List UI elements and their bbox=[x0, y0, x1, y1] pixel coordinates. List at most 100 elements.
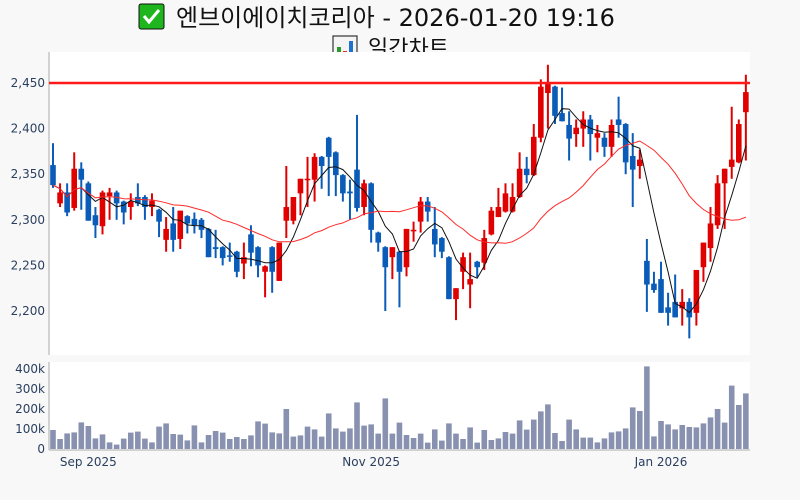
candle-body bbox=[276, 242, 283, 281]
volume-bar bbox=[629, 407, 636, 449]
candle-body bbox=[538, 86, 544, 138]
candle-down bbox=[552, 85, 558, 125]
candle-body bbox=[85, 183, 92, 221]
candle-down bbox=[142, 195, 148, 220]
volume-bar bbox=[672, 429, 678, 449]
candle-body bbox=[304, 178, 311, 181]
candle-up bbox=[389, 247, 396, 280]
date-tick-label: Sep 2025 bbox=[60, 455, 117, 469]
volume-bar bbox=[71, 432, 78, 449]
candle-down bbox=[523, 156, 530, 184]
candle-body bbox=[57, 192, 63, 204]
volume-bar bbox=[262, 423, 268, 449]
volume-bar bbox=[658, 421, 664, 449]
candle-body bbox=[488, 210, 495, 235]
volume-bar bbox=[163, 423, 169, 449]
candle-body bbox=[460, 257, 466, 272]
price-tick-label: 2,350 bbox=[11, 167, 45, 181]
volume-bar bbox=[50, 430, 56, 449]
candle-body bbox=[219, 247, 226, 259]
volume-bar bbox=[241, 439, 247, 449]
volume-bar bbox=[714, 409, 721, 449]
candle-up bbox=[693, 269, 700, 326]
candle-up bbox=[410, 221, 417, 242]
volume-bar bbox=[559, 441, 565, 449]
volume-bar bbox=[721, 422, 728, 449]
candle-down bbox=[92, 207, 99, 239]
candle-body bbox=[431, 228, 438, 245]
volume-bar bbox=[545, 404, 551, 449]
candle-body bbox=[707, 223, 714, 249]
candle-body bbox=[665, 307, 671, 313]
volume-bar bbox=[651, 436, 657, 449]
volume-bar bbox=[439, 440, 445, 449]
candle-body bbox=[686, 301, 693, 318]
candle-up bbox=[728, 106, 735, 179]
candle-body bbox=[601, 137, 608, 147]
candle-up bbox=[311, 153, 318, 202]
candle-body bbox=[637, 159, 643, 166]
volume-bar bbox=[410, 438, 417, 449]
candle-body bbox=[382, 247, 389, 268]
candle-down bbox=[226, 242, 233, 262]
volume-bar bbox=[700, 423, 707, 449]
candle-down bbox=[234, 250, 240, 278]
volume-bar bbox=[318, 436, 325, 449]
date-axis-ticks: Sep 2025 Nov 2025 Jan 2026 bbox=[60, 455, 688, 469]
candle-up bbox=[502, 183, 509, 213]
volume-bar bbox=[530, 419, 537, 449]
candle-up bbox=[481, 229, 488, 270]
volume-bar bbox=[637, 411, 643, 449]
candle-up bbox=[276, 242, 283, 281]
candle-up bbox=[735, 119, 742, 164]
candle-body bbox=[325, 137, 332, 157]
candle-body bbox=[333, 152, 339, 176]
candle-up bbox=[283, 165, 290, 239]
volume-bar bbox=[481, 430, 488, 449]
volume-bar bbox=[601, 438, 608, 449]
price-tick-label: 2,450 bbox=[11, 76, 45, 90]
volume-bar bbox=[474, 442, 480, 449]
candle-body bbox=[92, 215, 99, 226]
candle-down bbox=[446, 256, 452, 300]
candle-down bbox=[665, 292, 671, 326]
volume-bar bbox=[396, 422, 403, 449]
candle-body bbox=[269, 247, 275, 272]
volume-bar bbox=[538, 411, 544, 449]
volume-bar bbox=[707, 417, 714, 449]
candle-down bbox=[212, 229, 219, 259]
volume-bar bbox=[234, 437, 240, 449]
volume-tick-label: 0 bbox=[37, 442, 45, 456]
title-text: 엔브이에이치코리아 - 2026-01-20 19:16 bbox=[176, 4, 615, 32]
candle-body bbox=[700, 242, 707, 268]
volume-bar bbox=[502, 432, 509, 449]
candle-body bbox=[679, 301, 686, 309]
volume-bar bbox=[99, 434, 106, 449]
volume-bar bbox=[276, 433, 283, 449]
candle-up bbox=[467, 252, 473, 309]
candle-body bbox=[735, 124, 742, 163]
candle-body bbox=[170, 223, 176, 240]
volume-bar bbox=[424, 442, 431, 449]
candle-down bbox=[85, 181, 92, 221]
volume-bar bbox=[269, 432, 275, 449]
candle-down bbox=[375, 231, 382, 252]
volume-bar bbox=[290, 436, 297, 449]
volume-bar bbox=[679, 425, 686, 449]
candle-up bbox=[637, 149, 643, 179]
volume-bar bbox=[375, 433, 382, 449]
volume-bar bbox=[106, 442, 113, 449]
candle-up bbox=[241, 242, 247, 280]
candle-body bbox=[241, 257, 247, 264]
candle-body bbox=[672, 301, 678, 318]
candle-down bbox=[587, 114, 594, 161]
volume-bar bbox=[85, 426, 92, 449]
volume-bar bbox=[644, 366, 650, 449]
candle-up bbox=[460, 252, 466, 290]
candle-body bbox=[721, 168, 728, 184]
volume-bar bbox=[523, 429, 530, 449]
candle-down bbox=[113, 190, 120, 220]
candle-body bbox=[212, 247, 219, 249]
candle-body bbox=[361, 183, 367, 208]
volume-bar bbox=[467, 427, 473, 449]
